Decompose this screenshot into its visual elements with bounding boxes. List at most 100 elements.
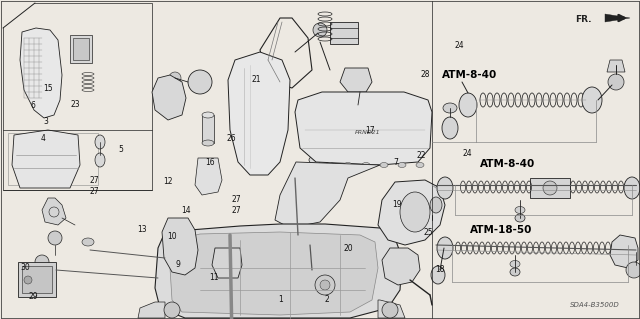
Text: 10: 10 [166, 232, 177, 241]
Text: 25: 25 [424, 228, 434, 237]
Polygon shape [295, 92, 432, 165]
Polygon shape [195, 158, 222, 195]
Circle shape [608, 74, 624, 90]
Ellipse shape [510, 261, 520, 268]
Text: ATM-8-40: ATM-8-40 [442, 70, 497, 80]
Circle shape [320, 280, 330, 290]
Ellipse shape [400, 192, 430, 232]
Text: 3: 3 [44, 117, 49, 126]
Ellipse shape [362, 162, 370, 167]
Ellipse shape [292, 174, 302, 182]
Circle shape [315, 275, 335, 295]
Text: 24: 24 [454, 41, 465, 50]
Text: PRND21: PRND21 [355, 130, 381, 135]
Text: 1: 1 [278, 295, 283, 304]
Text: 4: 4 [41, 134, 46, 143]
Text: 30: 30 [20, 263, 31, 272]
Polygon shape [138, 302, 165, 318]
Bar [8, 133, 98, 185]
Ellipse shape [442, 117, 458, 139]
Text: 20: 20 [344, 244, 354, 253]
Text: 16: 16 [205, 158, 215, 167]
Ellipse shape [326, 162, 334, 167]
Ellipse shape [95, 135, 105, 149]
Bar [530, 178, 570, 198]
Polygon shape [162, 218, 198, 275]
Polygon shape [170, 232, 378, 315]
Circle shape [626, 262, 640, 278]
Ellipse shape [443, 103, 457, 113]
Ellipse shape [437, 237, 453, 259]
Text: 26: 26 [227, 134, 237, 143]
Text: 11: 11 [210, 273, 219, 282]
Ellipse shape [344, 162, 352, 167]
Circle shape [48, 231, 62, 245]
Bar [18, 262, 56, 297]
Ellipse shape [82, 238, 94, 246]
Ellipse shape [302, 168, 314, 176]
Text: 18: 18 [436, 265, 445, 274]
Ellipse shape [510, 268, 520, 276]
Text: SDA4-B3500D: SDA4-B3500D [570, 302, 620, 308]
Ellipse shape [309, 156, 321, 164]
Circle shape [313, 23, 327, 37]
Polygon shape [378, 180, 445, 245]
Text: FR.: FR. [575, 16, 592, 25]
Ellipse shape [582, 87, 602, 113]
Text: 27: 27 [90, 187, 100, 196]
Polygon shape [20, 28, 62, 118]
Text: 14: 14 [180, 206, 191, 215]
Circle shape [169, 72, 181, 84]
Polygon shape [607, 60, 625, 72]
Bar [202, 115, 214, 143]
Text: 9: 9 [175, 260, 180, 269]
Text: 12: 12 [163, 177, 172, 186]
Text: 21: 21 [252, 75, 260, 84]
Ellipse shape [95, 153, 105, 167]
Ellipse shape [308, 162, 316, 167]
Ellipse shape [437, 177, 453, 199]
Polygon shape [12, 130, 80, 188]
Ellipse shape [380, 162, 388, 167]
Bar [70, 35, 92, 63]
Ellipse shape [459, 93, 477, 117]
Text: 7: 7 [393, 158, 398, 167]
Circle shape [382, 302, 398, 318]
Text: 24: 24 [462, 149, 472, 158]
Text: 27: 27 [232, 195, 242, 204]
Polygon shape [275, 162, 380, 228]
Polygon shape [340, 68, 372, 92]
Circle shape [164, 302, 180, 318]
Text: 5: 5 [118, 145, 123, 154]
Text: 29: 29 [28, 292, 38, 301]
Bar [22, 266, 52, 293]
Ellipse shape [416, 162, 424, 167]
Text: 19: 19 [392, 200, 402, 209]
Polygon shape [228, 52, 290, 175]
Polygon shape [605, 14, 630, 22]
Circle shape [35, 255, 49, 269]
Circle shape [188, 70, 212, 94]
Polygon shape [212, 248, 242, 278]
Polygon shape [42, 198, 66, 225]
Ellipse shape [624, 177, 640, 199]
Polygon shape [155, 224, 402, 318]
Circle shape [543, 181, 557, 195]
Text: 27: 27 [232, 206, 242, 215]
Text: 28: 28 [421, 70, 430, 78]
Ellipse shape [202, 112, 214, 118]
Ellipse shape [202, 140, 214, 146]
Ellipse shape [307, 268, 316, 272]
Bar [73, 38, 89, 60]
Ellipse shape [515, 206, 525, 213]
Text: 22: 22 [417, 151, 426, 160]
Text: 13: 13 [137, 225, 147, 234]
Text: 6: 6 [31, 101, 36, 110]
Ellipse shape [515, 214, 525, 222]
Text: 15: 15 [43, 84, 53, 93]
Text: 2: 2 [324, 295, 329, 304]
Bar [330, 22, 358, 44]
Circle shape [24, 276, 32, 284]
Polygon shape [610, 235, 638, 268]
Text: ATM-18-50: ATM-18-50 [470, 225, 532, 235]
